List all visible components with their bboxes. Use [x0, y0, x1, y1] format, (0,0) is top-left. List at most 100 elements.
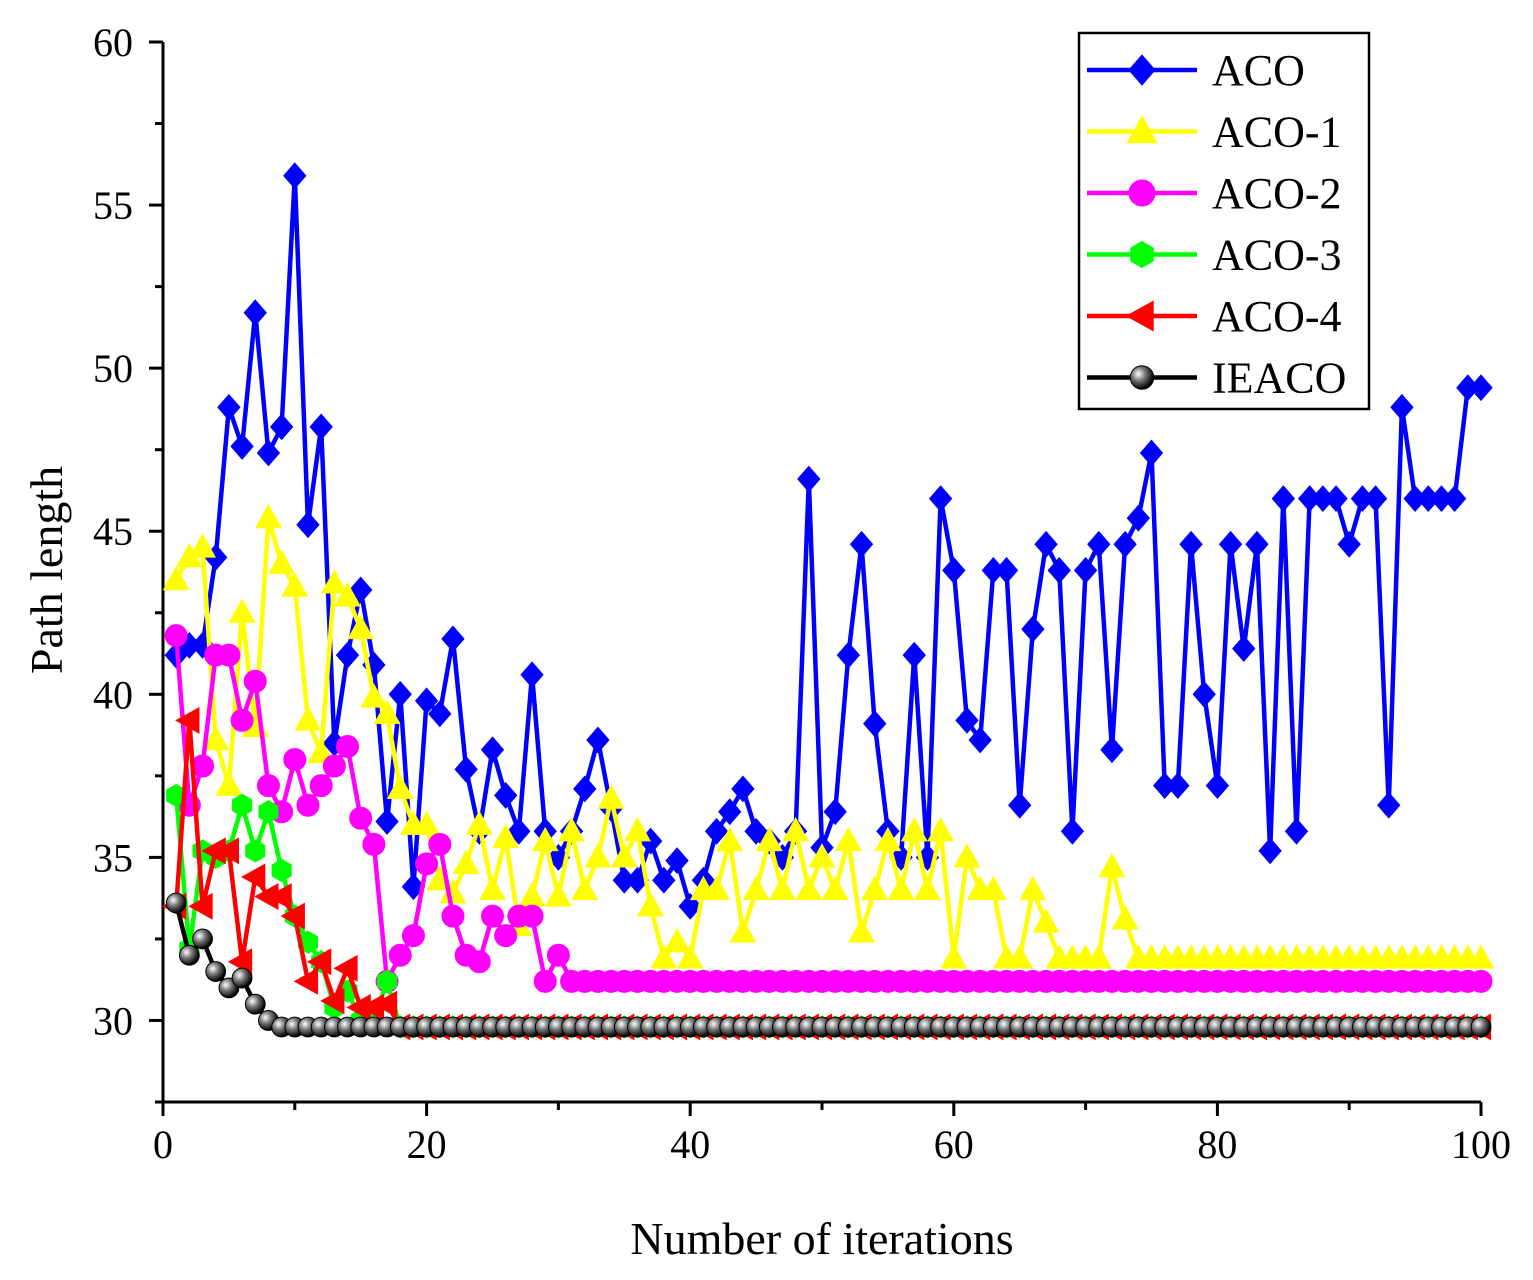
- data-point-aco-1: [979, 875, 1007, 901]
- data-point-aco-1: [663, 927, 691, 953]
- series-aco: [164, 162, 1493, 920]
- data-point-aco: [1087, 530, 1111, 558]
- legend-marker: [1130, 240, 1154, 269]
- data-point-aco-1: [821, 875, 849, 901]
- data-point-aco: [928, 485, 953, 513]
- data-point-aco: [388, 680, 412, 708]
- legend-box: [1077, 31, 1371, 411]
- data-point-aco-2: [533, 969, 557, 993]
- data-point-aco-2: [1469, 969, 1493, 993]
- data-point-aco-1: [413, 810, 441, 835]
- data-point-aco-1: [1019, 875, 1047, 901]
- data-point-aco-2: [309, 774, 333, 798]
- data-point-aco: [454, 755, 478, 783]
- series-layer: [161, 162, 1495, 1041]
- legend-marker: [1126, 115, 1158, 144]
- legend-item-aco-4: ACO-4: [1087, 292, 1342, 341]
- data-point-aco-1: [940, 944, 968, 969]
- data-point-aco-4: [241, 863, 266, 891]
- data-point-aco-1: [228, 598, 256, 623]
- data-point-aco-1: [571, 875, 599, 901]
- data-point-aco-1: [347, 614, 375, 640]
- legend-label: ACO: [1212, 46, 1305, 95]
- data-point-aco: [494, 782, 518, 809]
- data-point-aco-2: [217, 643, 241, 667]
- data-point-aco-2: [230, 708, 254, 732]
- data-point-aco-2: [546, 943, 570, 967]
- data-point-aco-1: [650, 944, 678, 969]
- data-point-aco: [428, 700, 452, 728]
- data-point-aco: [441, 625, 465, 653]
- data-point-aco: [1192, 680, 1216, 708]
- x-tick-label: 40: [670, 1122, 710, 1167]
- data-point-aco: [1442, 485, 1467, 513]
- legend-item-aco-3: ACO-3: [1087, 231, 1342, 280]
- legend-item-aco: ACO: [1087, 46, 1305, 95]
- x-tick-label: 20: [407, 1122, 447, 1167]
- data-point-aco: [1126, 504, 1150, 532]
- x-tick-label: 100: [1451, 1122, 1511, 1167]
- data-point-aco-3: [258, 800, 279, 824]
- data-point-ieaco: [178, 944, 200, 966]
- data-point-aco-2: [256, 774, 280, 798]
- data-point-aco: [836, 641, 861, 669]
- data-point-aco: [1060, 817, 1085, 845]
- data-point-aco-1: [848, 918, 875, 943]
- data-point-aco: [1113, 530, 1137, 558]
- data-point-aco: [1021, 615, 1045, 643]
- data-point-aco: [1166, 772, 1190, 800]
- data-point-aco: [1284, 817, 1309, 845]
- data-point-aco-1: [927, 817, 955, 842]
- data-point-aco-1: [558, 817, 586, 842]
- data-point-aco-1: [729, 918, 757, 943]
- data-point-aco-4: [293, 967, 319, 995]
- data-point-aco-1: [162, 565, 190, 591]
- data-point-aco: [573, 775, 597, 803]
- data-point-aco: [1324, 485, 1348, 513]
- data-point-aco-1: [386, 774, 414, 799]
- data-point-aco-4: [280, 902, 305, 930]
- legend-marker: [1128, 179, 1156, 207]
- data-point-aco-4: [333, 954, 358, 982]
- data-point-aco-2: [428, 832, 452, 856]
- x-axis-title: Number of iterations: [630, 1213, 1013, 1264]
- data-point-aco: [1100, 736, 1124, 764]
- data-point-aco-2: [164, 624, 188, 648]
- data-point-aco: [1205, 772, 1230, 800]
- data-point-aco-1: [795, 875, 823, 901]
- data-point-aco-1: [268, 549, 296, 574]
- series-aco-2: [164, 624, 1493, 993]
- data-point-aco-2: [243, 669, 267, 693]
- legend-label: ACO-4: [1212, 292, 1342, 341]
- data-point-ieaco: [231, 967, 253, 989]
- data-point-aco: [375, 808, 399, 835]
- data-point-aco: [652, 866, 676, 894]
- data-point-aco-2: [388, 943, 412, 967]
- data-point-aco-1: [518, 882, 546, 907]
- data-point-aco: [1139, 439, 1164, 467]
- data-point-aco-2: [283, 748, 307, 772]
- data-point-aco-4: [188, 892, 213, 920]
- data-point-aco: [1073, 556, 1098, 584]
- data-point-aco-1: [900, 817, 928, 842]
- data-point-aco-1: [782, 817, 810, 842]
- data-point-aco: [296, 511, 320, 539]
- data-point-aco-4: [175, 706, 200, 734]
- legend-marker: [1129, 365, 1155, 390]
- y-tick-label: 50: [93, 346, 133, 391]
- data-point-aco-2: [415, 852, 439, 876]
- legend-label: IEACO: [1212, 354, 1346, 403]
- data-point-aco: [955, 706, 979, 734]
- data-point-aco: [863, 710, 887, 738]
- legend-item-aco-2: ACO-2: [1087, 169, 1342, 218]
- data-point-ieaco: [192, 928, 213, 950]
- data-point-aco-1: [703, 875, 731, 901]
- data-point-aco: [797, 465, 821, 493]
- x-tick-label: 80: [1197, 1122, 1237, 1167]
- data-point-aco-1: [769, 875, 796, 901]
- axes: 30 35 40 45 50 55 60 0 20 40 60 80 100: [93, 20, 1511, 1167]
- data-point-aco-1: [808, 843, 836, 868]
- data-point-aco-4: [267, 883, 292, 910]
- data-point-aco: [718, 798, 742, 826]
- data-point-aco-2: [401, 924, 425, 948]
